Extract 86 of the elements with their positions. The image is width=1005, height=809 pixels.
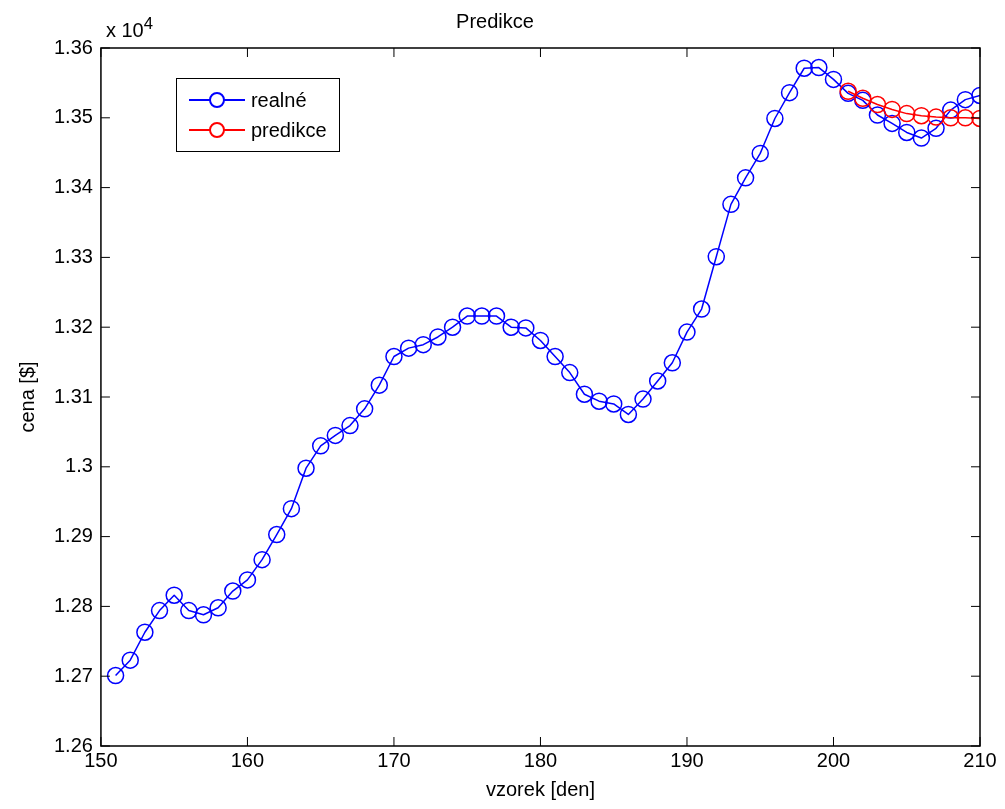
point xyxy=(883,114,901,133)
point xyxy=(561,363,579,382)
point xyxy=(927,108,945,126)
y-tick-label: 1.28 xyxy=(53,593,93,616)
point xyxy=(956,109,975,127)
point xyxy=(224,582,242,600)
point xyxy=(121,651,139,669)
y-tick-label: 1.27 xyxy=(53,663,93,686)
point xyxy=(106,666,125,685)
legend-label: predikce xyxy=(250,118,327,142)
point xyxy=(707,247,726,266)
point xyxy=(267,525,286,544)
point xyxy=(194,606,213,624)
point xyxy=(810,58,828,77)
point xyxy=(253,550,271,569)
point xyxy=(180,601,198,620)
point xyxy=(766,109,784,128)
text: x 10$^{4}$ xyxy=(105,14,153,42)
point xyxy=(795,59,813,77)
point xyxy=(311,437,330,455)
point xyxy=(165,586,183,604)
x-tick-label: 170 xyxy=(377,748,411,771)
point xyxy=(443,318,462,336)
point xyxy=(385,347,403,366)
point xyxy=(648,372,667,390)
point xyxy=(941,101,960,119)
point xyxy=(209,599,227,617)
point xyxy=(897,123,916,142)
point xyxy=(927,119,945,138)
point xyxy=(590,392,608,410)
x-tick-label: 190 xyxy=(670,748,704,771)
point xyxy=(824,70,843,89)
point xyxy=(751,144,769,163)
point xyxy=(883,100,901,119)
y-tick-label: 1.32 xyxy=(53,314,93,337)
y-tick-label: 1.29 xyxy=(53,524,93,547)
x-axis-title: vzorek [den] xyxy=(485,777,595,800)
x-tick-label: 210 xyxy=(963,748,997,771)
point xyxy=(912,129,931,147)
point xyxy=(238,571,257,589)
point xyxy=(546,347,564,366)
point xyxy=(736,169,755,187)
y-tick-label: 1.31 xyxy=(53,384,93,407)
point xyxy=(502,318,520,336)
point xyxy=(297,459,315,477)
x-tick-label: 200 xyxy=(816,748,851,771)
point xyxy=(663,354,682,372)
point xyxy=(429,328,447,346)
point xyxy=(897,104,916,123)
point xyxy=(604,395,623,413)
point xyxy=(136,623,154,641)
point xyxy=(517,319,535,337)
point xyxy=(531,331,550,350)
point xyxy=(634,390,652,408)
legend-label: realné xyxy=(250,88,307,112)
point xyxy=(575,385,594,403)
y-tick-label: 1.3 xyxy=(65,454,93,477)
point xyxy=(692,300,711,318)
y-tick-label: 1.36 xyxy=(53,35,93,58)
point xyxy=(458,307,476,325)
point xyxy=(399,339,418,357)
point xyxy=(868,95,887,114)
point xyxy=(370,376,389,394)
x-tick-label: 160 xyxy=(230,748,265,771)
y-tick-label: 1.33 xyxy=(53,244,93,267)
point xyxy=(722,195,740,214)
point xyxy=(678,323,696,341)
point xyxy=(956,90,975,109)
x-tick-label: 180 xyxy=(523,748,558,771)
y-axis-title: cena [$] xyxy=(15,361,38,433)
point xyxy=(414,335,432,354)
point xyxy=(473,307,491,325)
point xyxy=(355,400,374,418)
point xyxy=(780,83,799,102)
point xyxy=(487,307,506,325)
point xyxy=(326,426,345,445)
y-tick-label: 1.34 xyxy=(53,175,93,198)
point xyxy=(619,405,638,424)
chart-title: Predikce xyxy=(456,9,534,32)
point xyxy=(941,109,960,127)
point xyxy=(341,416,359,435)
point xyxy=(150,601,169,620)
point xyxy=(868,106,887,124)
y-tick-label: 1.35 xyxy=(53,105,93,128)
point xyxy=(282,499,301,518)
point xyxy=(912,106,931,125)
